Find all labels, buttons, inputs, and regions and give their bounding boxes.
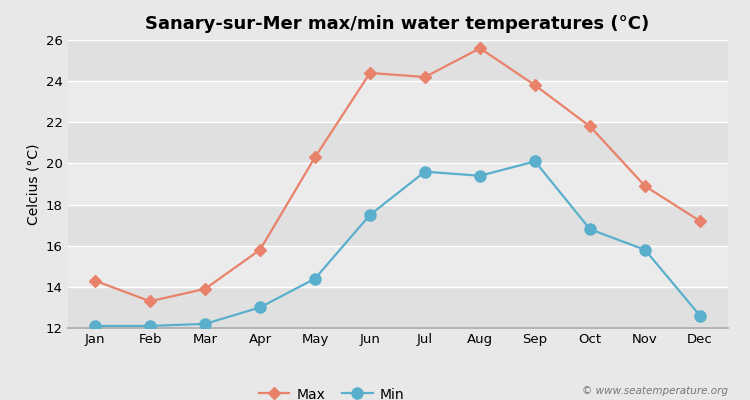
Min (476, 173, 484, 178)
Max (421, 75, 430, 80)
Min (586, 227, 595, 232)
Bar (68, 164, 728, 204)
Min (200, 322, 209, 326)
Bar (68, 246, 728, 287)
Title: Sanary-sur-Mer max/min water temperatures (°C): Sanary-sur-Mer max/min water temperature… (146, 15, 650, 33)
Bar (68, 81, 728, 122)
Min (146, 324, 154, 328)
Min (91, 324, 100, 328)
Max (530, 83, 539, 88)
Min (421, 169, 430, 174)
Y-axis label: Celcius (°C): Celcius (°C) (26, 143, 40, 225)
Max (256, 248, 265, 252)
Max (146, 299, 154, 304)
Max (586, 124, 595, 129)
Bar (68, 122, 728, 164)
Min (695, 313, 704, 318)
Max (695, 219, 704, 224)
Max (365, 70, 374, 75)
Max (476, 46, 484, 51)
Line: Min: Min (89, 156, 706, 332)
Line: Max: Max (91, 44, 704, 306)
Max (200, 286, 209, 291)
Min (365, 212, 374, 217)
Max (640, 184, 650, 188)
Max (91, 278, 100, 283)
Bar (68, 287, 728, 328)
Bar (68, 204, 728, 246)
Min (530, 159, 539, 164)
Max (310, 155, 320, 160)
Min (310, 276, 320, 281)
Legend: Max, Min: Max, Min (254, 382, 410, 400)
Min (640, 248, 650, 252)
Bar (68, 40, 728, 81)
Min (256, 305, 265, 310)
Text: © www.seatemperature.org: © www.seatemperature.org (581, 386, 728, 396)
